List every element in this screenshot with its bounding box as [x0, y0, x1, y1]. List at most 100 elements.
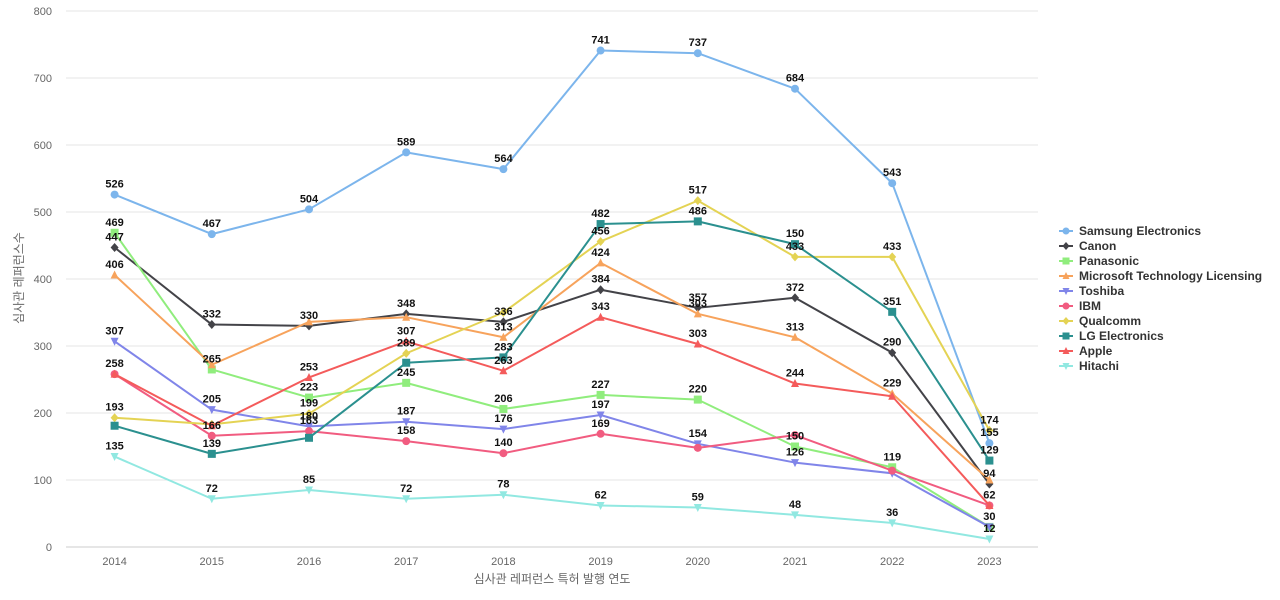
data-point[interactable] [791, 379, 799, 388]
series-line[interactable] [114, 199, 991, 431]
data-point[interactable] [110, 337, 119, 346]
data-point[interactable] [110, 421, 119, 430]
data-point[interactable] [402, 358, 411, 367]
data-point[interactable] [402, 148, 411, 157]
data-point[interactable] [596, 285, 605, 295]
legend-marker[interactable] [1062, 288, 1070, 295]
data-point[interactable] [305, 486, 313, 495]
data-point[interactable] [305, 433, 313, 442]
data-point[interactable] [791, 442, 799, 451]
data-point[interactable] [110, 270, 119, 279]
data-point[interactable] [499, 404, 508, 413]
series-line[interactable] [114, 316, 991, 507]
data-point[interactable] [985, 456, 994, 465]
data-point[interactable] [110, 453, 119, 462]
legend-marker[interactable] [1062, 363, 1070, 370]
data-point[interactable] [985, 439, 994, 448]
data-point[interactable] [596, 411, 605, 420]
data-point[interactable] [402, 348, 411, 358]
legend-item[interactable]: Toshiba [1059, 284, 1124, 298]
data-point[interactable] [596, 258, 605, 267]
data-point[interactable] [596, 501, 605, 510]
data-point[interactable] [596, 236, 605, 246]
data-point[interactable] [888, 391, 897, 400]
data-point[interactable] [305, 317, 313, 326]
data-point[interactable] [693, 395, 702, 404]
data-point[interactable] [596, 220, 605, 229]
data-point[interactable] [207, 365, 216, 374]
data-point[interactable] [985, 523, 994, 532]
legend-marker[interactable] [1062, 332, 1070, 340]
data-point[interactable] [596, 312, 605, 321]
data-point[interactable] [402, 312, 411, 321]
data-point[interactable] [207, 495, 216, 504]
legend-item[interactable]: Qualcomm [1059, 314, 1141, 328]
data-point[interactable] [596, 429, 605, 438]
data-point[interactable] [499, 449, 508, 458]
data-point[interactable] [110, 228, 119, 237]
data-point[interactable] [499, 425, 508, 434]
data-point[interactable] [693, 339, 702, 348]
data-point[interactable] [693, 443, 702, 452]
data-point[interactable] [888, 179, 897, 188]
data-point[interactable] [402, 495, 411, 504]
data-point[interactable] [402, 437, 411, 446]
legend-marker[interactable] [1062, 257, 1070, 265]
data-point[interactable] [499, 353, 508, 362]
data-point[interactable] [499, 491, 508, 500]
data-point[interactable] [207, 360, 216, 369]
series-line[interactable] [113, 232, 990, 528]
legend-item[interactable]: Canon [1059, 239, 1116, 253]
data-point[interactable] [985, 535, 994, 544]
data-point[interactable] [791, 293, 799, 303]
data-point[interactable] [305, 393, 313, 402]
legend-item[interactable]: Hitachi [1059, 359, 1119, 373]
legend-marker[interactable] [1062, 272, 1070, 279]
data-point[interactable] [110, 243, 119, 253]
legend-marker[interactable] [1062, 227, 1070, 235]
data-point[interactable] [693, 503, 702, 512]
legend-item[interactable]: IBM [1059, 299, 1101, 313]
data-point[interactable] [402, 378, 411, 387]
series-line[interactable] [114, 220, 991, 462]
legend[interactable]: Samsung ElectronicsCanonPanasonicMicroso… [1059, 224, 1262, 373]
data-point[interactable] [207, 449, 216, 458]
legend-marker[interactable] [1062, 317, 1070, 325]
data-point[interactable] [207, 320, 216, 330]
data-point[interactable] [791, 252, 799, 262]
data-point[interactable] [499, 165, 508, 174]
data-point[interactable] [791, 459, 799, 468]
data-point[interactable] [110, 413, 119, 423]
legend-item[interactable]: Apple [1059, 344, 1113, 358]
series-line[interactable] [114, 373, 990, 507]
series-line[interactable] [114, 455, 990, 540]
data-point[interactable] [985, 500, 994, 509]
data-point[interactable] [888, 252, 897, 262]
data-point[interactable] [499, 332, 508, 341]
data-point[interactable] [791, 84, 799, 93]
data-point[interactable] [402, 336, 411, 345]
legend-item[interactable]: Microsoft Technology Licensing [1059, 269, 1262, 283]
legend-item[interactable]: Samsung Electronics [1059, 224, 1201, 238]
data-point[interactable] [499, 308, 508, 317]
legend-item[interactable]: Panasonic [1059, 254, 1139, 268]
data-point[interactable] [207, 230, 216, 239]
series-line[interactable] [113, 246, 991, 485]
data-point[interactable] [499, 366, 508, 375]
data-point[interactable] [305, 427, 313, 436]
data-point[interactable] [110, 190, 119, 199]
data-point[interactable] [791, 431, 799, 440]
series-line[interactable] [114, 49, 991, 444]
legend-marker[interactable] [1062, 302, 1070, 310]
data-point[interactable] [985, 475, 994, 484]
data-point[interactable] [596, 46, 605, 55]
data-point[interactable] [888, 466, 897, 475]
series-line[interactable] [113, 261, 991, 481]
legend-marker[interactable] [1062, 242, 1070, 250]
data-point[interactable] [791, 332, 799, 341]
data-point[interactable] [305, 205, 313, 214]
data-point[interactable] [693, 217, 702, 226]
data-point[interactable] [305, 372, 313, 381]
data-point[interactable] [596, 390, 605, 399]
data-point[interactable] [207, 431, 216, 440]
